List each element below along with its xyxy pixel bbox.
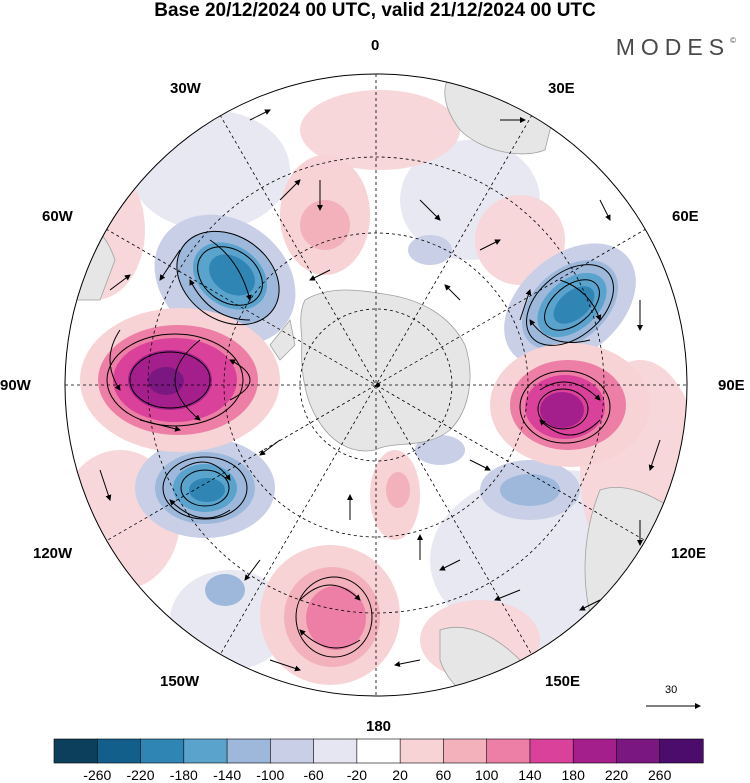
lon-label-60w: 60W: [42, 208, 73, 225]
lon-label-90w: 90W: [0, 377, 31, 394]
lon-label-120w: 120W: [33, 545, 73, 562]
graticule: [65, 74, 687, 696]
colorbar-swatch: [529, 738, 574, 764]
brand-mark: ©: [730, 36, 736, 45]
contours: [106, 230, 614, 658]
colorbar-swatch: [399, 738, 445, 764]
colorbar-swatch: [572, 738, 618, 764]
lon-label-0: 0: [371, 37, 380, 54]
map-boundary: [64, 73, 688, 697]
modes-logo: MODES©: [616, 34, 736, 61]
colorbar-tick-label: -220: [126, 767, 155, 783]
lon-label-120e: 120E: [671, 545, 707, 562]
colorbar-swatch: [183, 738, 228, 764]
colorbar-swatch: [659, 738, 704, 764]
colorbar-tick-label: 220: [604, 767, 629, 783]
colorbar-swatch: [356, 738, 401, 764]
colorbar-swatch: [96, 738, 142, 764]
colorbar-swatch: [53, 738, 98, 764]
colorbar-tick-label: 140: [518, 767, 542, 783]
brand-name: MODES: [615, 34, 731, 60]
colorbar-tick-label: 180: [561, 767, 585, 783]
lon-label-90e: 90E: [718, 377, 745, 394]
colorbar-tick-label: 100: [475, 767, 499, 783]
colorbar-swatch: [313, 738, 358, 764]
lon-label-150e: 150E: [545, 673, 581, 690]
colorbar-tick-label: -180: [169, 767, 198, 783]
colorbar-tick-label: -20: [346, 767, 367, 783]
colorbar-swatch: [616, 738, 661, 764]
colorbar: [53, 738, 704, 764]
map-title: Base 20/12/2024 00 UTC, valid 21/12/2024…: [154, 0, 596, 21]
colorbar-tick-label: -260: [83, 767, 112, 783]
lon-label-60e: 60E: [672, 208, 699, 225]
colorbar-tick-label: -140: [213, 767, 242, 783]
colorbar-swatch: [226, 738, 271, 764]
colorbar-tick-label: 60: [435, 767, 452, 783]
colorbar-swatch: [140, 738, 185, 764]
pole-dot: [375, 382, 381, 388]
colorbar-swatch: [486, 738, 531, 764]
anomaly-field: [65, 74, 687, 696]
lon-label-30e: 30E: [548, 80, 575, 97]
lon-label-150w: 150W: [160, 673, 200, 690]
reference-vector-label: 30: [665, 684, 678, 696]
colorbar-tick-label: 20: [392, 767, 408, 783]
colorbar-tick-label: -100: [256, 767, 285, 783]
colorbar-tick-label: 260: [648, 767, 672, 783]
lon-label-30w: 30W: [170, 80, 201, 97]
colorbar-swatch: [443, 738, 488, 764]
colorbar-tick-label: -60: [303, 767, 324, 783]
colorbar-swatch: [270, 738, 315, 764]
lon-label-180: 180: [366, 718, 392, 735]
